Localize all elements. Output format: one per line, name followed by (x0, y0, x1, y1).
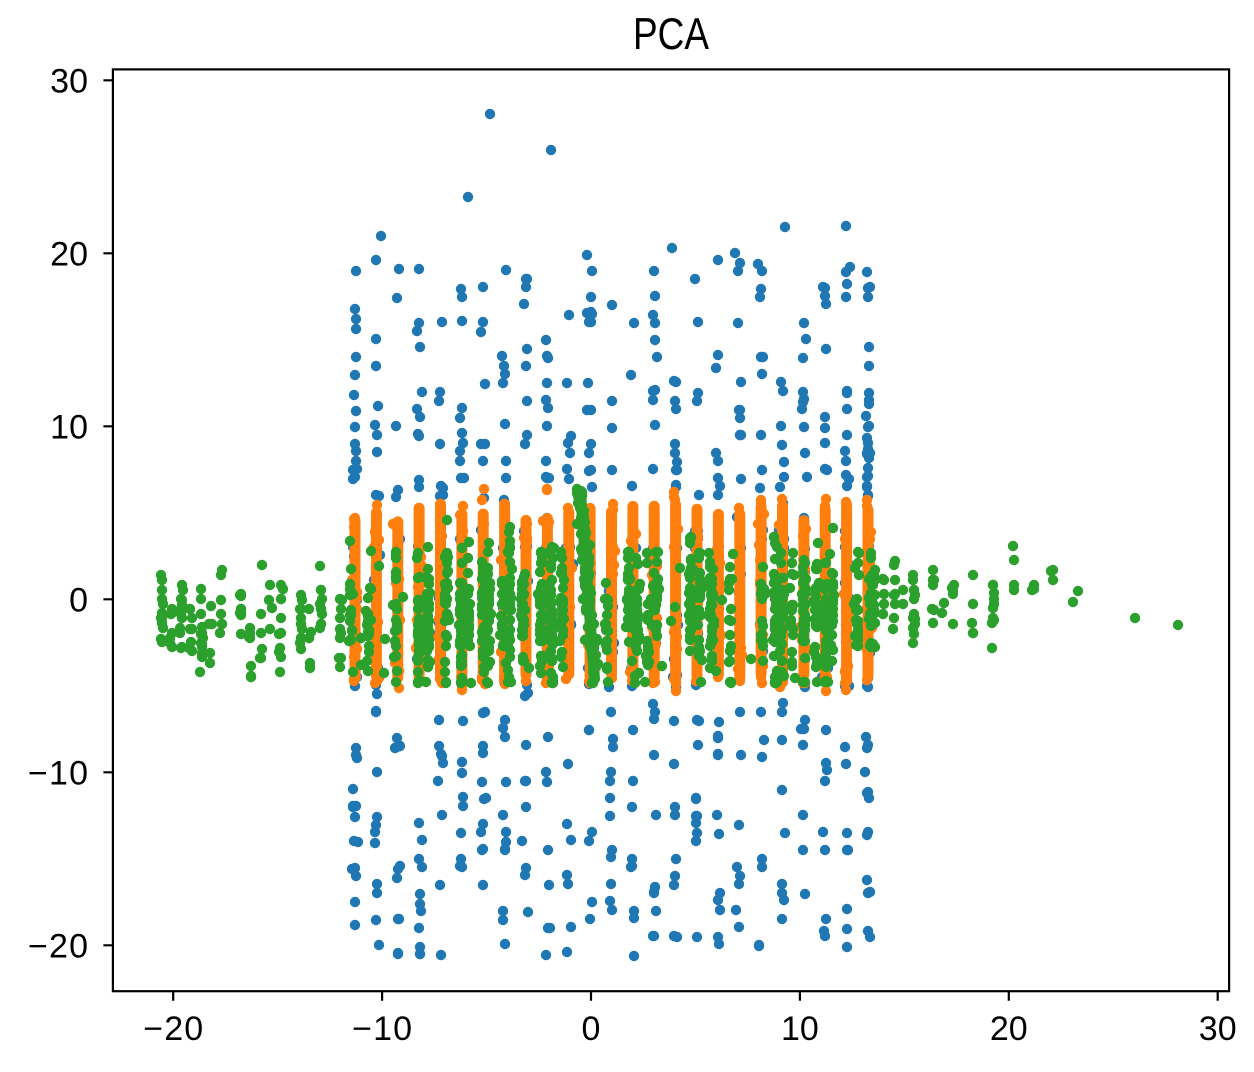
svg-text:−10: −10 (352, 1010, 412, 1048)
svg-text:−10: −10 (28, 755, 88, 793)
svg-text:10: 10 (50, 409, 88, 447)
svg-text:30: 30 (1199, 1010, 1237, 1048)
svg-text:−20: −20 (28, 928, 88, 966)
svg-text:20: 20 (990, 1010, 1028, 1048)
svg-text:20: 20 (50, 236, 88, 274)
svg-text:10: 10 (781, 1010, 819, 1048)
svg-text:30: 30 (50, 63, 88, 101)
svg-text:PCA: PCA (633, 10, 709, 59)
svg-text:−20: −20 (143, 1010, 203, 1048)
svg-text:0: 0 (69, 582, 88, 620)
svg-text:0: 0 (582, 1010, 601, 1048)
